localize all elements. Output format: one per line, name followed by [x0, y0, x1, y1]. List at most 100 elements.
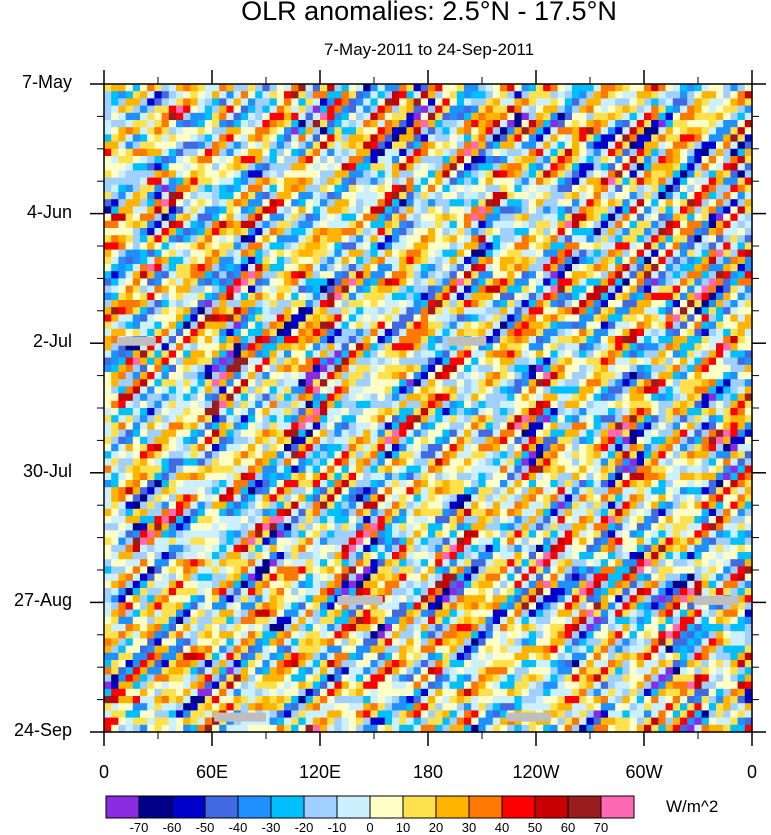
- field-cell: [507, 422, 515, 431]
- field-cell: [370, 386, 379, 395]
- field-cell: [118, 328, 127, 337]
- field-cell: [456, 84, 465, 92]
- field-cell: [140, 249, 148, 258]
- field-cell: [298, 451, 307, 459]
- field-cell: [492, 372, 501, 380]
- field-cell: [183, 321, 191, 330]
- field-cell: [492, 336, 501, 344]
- field-cell: [478, 148, 487, 157]
- field-cell: [730, 472, 739, 481]
- field-cell: [197, 350, 206, 359]
- field-cell: [132, 271, 141, 279]
- field-cell: [456, 242, 465, 251]
- field-cell: [212, 84, 220, 92]
- field-cell: [687, 120, 695, 128]
- field-cell: [629, 472, 638, 481]
- field-cell: [197, 379, 206, 387]
- field-cell: [665, 386, 674, 395]
- field-cell: [248, 314, 256, 323]
- field-cell: [644, 170, 652, 179]
- field-cell: [413, 199, 422, 207]
- field-cell: [140, 285, 148, 294]
- field-cell: [579, 465, 587, 474]
- field-cell: [658, 235, 667, 243]
- field-cell: [593, 192, 602, 200]
- field-cell: [608, 127, 616, 135]
- field-cell: [132, 357, 141, 366]
- field-cell: [694, 300, 703, 308]
- field-cell: [370, 177, 379, 186]
- field-cell: [687, 141, 695, 150]
- field-cell: [298, 429, 307, 438]
- field-cell: [384, 112, 393, 121]
- field-cell: [442, 120, 451, 128]
- field-cell: [363, 386, 371, 395]
- field-cell: [111, 415, 119, 423]
- field-cell: [557, 336, 566, 344]
- field-cell: [104, 134, 112, 143]
- field-cell: [262, 213, 271, 222]
- field-cell: [298, 364, 307, 373]
- field-cell: [680, 127, 688, 135]
- field-cell: [147, 242, 155, 251]
- field-cell: [716, 465, 724, 474]
- field-cell: [478, 393, 487, 402]
- field-cell: [262, 393, 271, 402]
- field-cell: [737, 357, 746, 366]
- field-cell: [478, 328, 487, 337]
- field-cell: [608, 300, 616, 308]
- field-cell: [377, 336, 386, 344]
- field-cell: [521, 393, 530, 402]
- field-cell: [485, 120, 494, 128]
- field-cell: [428, 328, 436, 337]
- field-cell: [658, 112, 667, 121]
- field-cell: [600, 408, 609, 416]
- field-cell: [521, 429, 530, 438]
- field-cell: [370, 278, 379, 287]
- field-cell: [579, 213, 587, 222]
- field-cell: [377, 148, 386, 157]
- field-cell: [564, 422, 573, 431]
- field-cell: [118, 422, 127, 431]
- field-cell: [104, 321, 112, 330]
- field-cell: [276, 436, 285, 445]
- field-cell: [629, 163, 638, 171]
- field-cell: [406, 213, 415, 222]
- field-cell: [363, 264, 371, 272]
- field-cell: [161, 199, 170, 207]
- field-cell: [399, 242, 407, 251]
- field-cell: [248, 472, 256, 481]
- field-cell: [716, 386, 724, 395]
- field-cell: [471, 364, 479, 373]
- field-cell: [564, 228, 573, 236]
- field-cell: [500, 235, 508, 243]
- field-cell: [600, 393, 609, 402]
- field-cell: [125, 307, 134, 315]
- field-cell: [104, 400, 112, 409]
- field-cell: [125, 213, 134, 222]
- field-cell: [291, 321, 299, 330]
- field-cell: [543, 120, 551, 128]
- field-cell: [248, 105, 256, 114]
- field-cell: [111, 458, 119, 467]
- field-cell: [190, 213, 199, 222]
- field-cell: [550, 292, 559, 301]
- field-cell: [298, 235, 307, 243]
- field-cell: [528, 328, 537, 337]
- field-cell: [312, 386, 321, 395]
- field-cell: [377, 429, 386, 438]
- field-cell: [377, 141, 386, 150]
- field-cell: [226, 386, 235, 395]
- field-cell: [377, 400, 386, 409]
- field-cell: [485, 105, 494, 114]
- field-cell: [363, 148, 371, 157]
- field-cell: [154, 393, 163, 402]
- field-cell: [550, 458, 559, 467]
- field-cell: [320, 415, 328, 423]
- field-cell: [269, 364, 278, 373]
- field-cell: [276, 321, 285, 330]
- field-cell: [356, 177, 364, 186]
- field-cell: [471, 170, 479, 179]
- field-cell: [262, 192, 271, 200]
